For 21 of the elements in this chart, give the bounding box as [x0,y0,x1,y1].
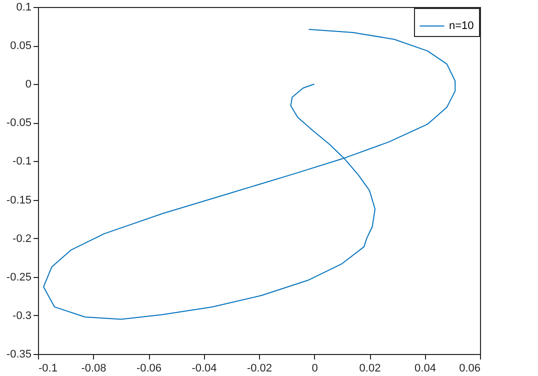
y-tick-label: -0.05 [6,117,32,130]
legend-label: n=10 [449,20,474,32]
x-tick-label: 0.06 [459,362,480,374]
y-tick-label: -0.1 [12,156,32,168]
x-tick-label: -0.08 [81,362,106,374]
y-tick-label: 0 [25,78,32,91]
x-tick-label: 0.02 [359,362,381,374]
x-tick-label: -0.02 [246,362,272,374]
x-tick-label: 0.04 [414,362,436,374]
y-tick-label: -0.3 [12,310,32,322]
x-tick-label: -0.06 [136,362,162,374]
x-tick-label: -0.04 [192,362,217,374]
y-tick-label: 0.05 [10,40,32,52]
x-tick-label: -0.1 [38,362,58,374]
y-tick-label: -0.35 [6,348,32,360]
y-tick-label: -0.2 [12,232,32,245]
y-tick-label: 0.1 [16,2,32,14]
line-series [43,28,456,320]
y-tick-label: -0.25 [6,271,32,284]
x-tick-label: 0 [312,362,318,374]
y-tick-label: -0.15 [6,194,32,206]
